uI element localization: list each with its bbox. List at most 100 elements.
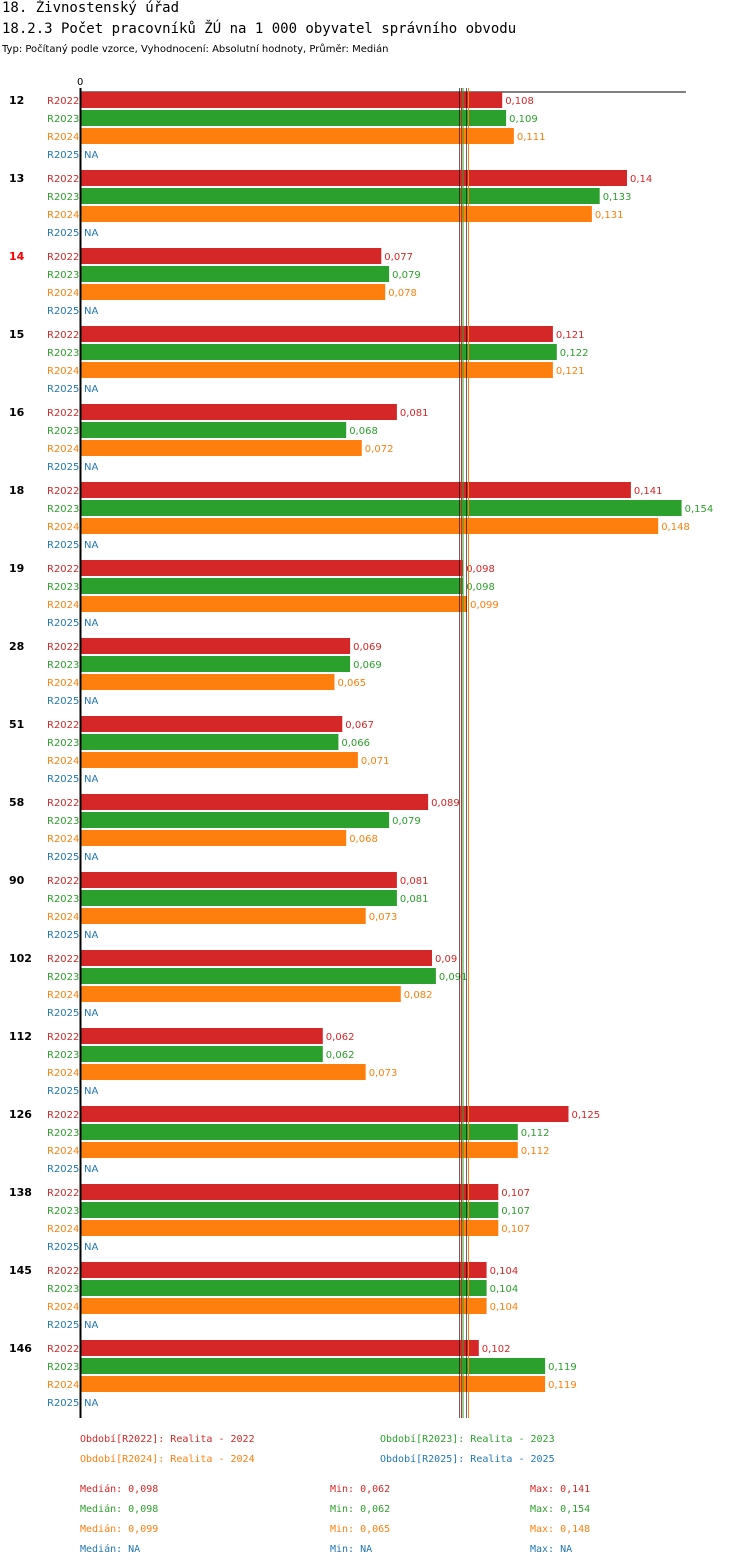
- value-label-90-r2023: 0,081: [400, 894, 429, 905]
- value-label-112-r2025: NA: [84, 1086, 98, 1097]
- value-label-15-r2024: 0,121: [556, 366, 585, 377]
- bar-138-r2022: [81, 1184, 499, 1200]
- legend-r2024: Období[R2024]: Realita - 2024: [80, 1454, 255, 1465]
- series-label-r2023: R2023: [47, 972, 79, 983]
- value-label-16-r2022: 0,081: [400, 408, 429, 419]
- bar-90-r2022: [81, 872, 397, 888]
- value-label-14-r2024: 0,078: [388, 288, 417, 299]
- value-label-145-r2024: 0,104: [490, 1302, 519, 1313]
- series-label-r2023: R2023: [47, 1362, 79, 1373]
- category-label-12: 12: [9, 94, 24, 107]
- category-label-126: 126: [9, 1108, 32, 1121]
- bar-90-r2023: [81, 890, 397, 906]
- bar-112-r2023: [81, 1046, 323, 1062]
- bar-145-r2024: [81, 1298, 487, 1314]
- series-label-r2024: R2024: [47, 1302, 79, 1313]
- series-label-r2023: R2023: [47, 816, 79, 827]
- value-label-146-r2022: 0,102: [482, 1344, 511, 1355]
- value-label-58-r2024: 0,068: [349, 834, 378, 845]
- bar-28-r2022: [81, 638, 351, 654]
- bar-126-r2022: [81, 1106, 569, 1122]
- series-label-r2023: R2023: [47, 582, 79, 593]
- series-label-r2024: R2024: [47, 1146, 79, 1157]
- series-label-r2024: R2024: [47, 912, 79, 923]
- series-label-r2025: R2025: [47, 150, 79, 161]
- bar-18-r2022: [81, 482, 631, 498]
- chart-title: 18.2.3 Počet pracovníků ŽÚ na 1 000 obyv…: [2, 21, 517, 37]
- value-label-138-r2022: 0,107: [501, 1188, 530, 1199]
- bar-14-r2024: [81, 284, 386, 300]
- value-label-126-r2023: 0,112: [521, 1128, 550, 1139]
- series-label-r2024: R2024: [47, 990, 79, 1001]
- bar-12-r2024: [81, 128, 514, 144]
- series-label-r2025: R2025: [47, 384, 79, 395]
- value-label-138-r2025: NA: [84, 1242, 98, 1253]
- value-label-51-r2025: NA: [84, 774, 98, 785]
- series-label-r2022: R2022: [47, 96, 79, 107]
- bar-12-r2022: [81, 92, 503, 108]
- series-label-r2024: R2024: [47, 288, 79, 299]
- value-label-90-r2025: NA: [84, 930, 98, 941]
- series-label-r2024: R2024: [47, 1068, 79, 1079]
- value-label-51-r2023: 0,066: [341, 738, 370, 749]
- value-label-12-r2024: 0,111: [517, 132, 546, 143]
- value-label-13-r2024: 0,131: [595, 210, 624, 221]
- bar-51-r2022: [81, 716, 343, 732]
- value-label-14-r2025: NA: [84, 306, 98, 317]
- value-label-16-r2023: 0,068: [349, 426, 378, 437]
- category-label-58: 58: [9, 796, 24, 809]
- bar-112-r2024: [81, 1064, 366, 1080]
- value-label-146-r2023: 0,119: [548, 1362, 577, 1373]
- series-label-r2022: R2022: [47, 1032, 79, 1043]
- bar-15-r2023: [81, 344, 557, 360]
- series-label-r2022: R2022: [47, 1110, 79, 1121]
- series-label-r2025: R2025: [47, 774, 79, 785]
- category-label-112: 112: [9, 1030, 32, 1043]
- series-label-r2022: R2022: [47, 1266, 79, 1277]
- bar-16-r2022: [81, 404, 397, 420]
- stat-min-r2023: Min: 0,062: [330, 1504, 391, 1515]
- series-label-r2022: R2022: [47, 174, 79, 185]
- category-label-19: 19: [9, 562, 24, 575]
- value-label-126-r2022: 0,125: [572, 1110, 601, 1121]
- series-label-r2023: R2023: [47, 738, 79, 749]
- value-label-112-r2022: 0,062: [326, 1032, 355, 1043]
- bar-19-r2023: [81, 578, 464, 594]
- series-label-r2025: R2025: [47, 930, 79, 941]
- series-label-r2023: R2023: [47, 1206, 79, 1217]
- bar-138-r2024: [81, 1220, 499, 1236]
- bar-90-r2024: [81, 908, 366, 924]
- value-label-112-r2023: 0,062: [326, 1050, 355, 1061]
- value-label-58-r2022: 0,089: [431, 798, 460, 809]
- bar-112-r2022: [81, 1028, 323, 1044]
- series-label-r2022: R2022: [47, 252, 79, 263]
- stat-min-r2022: Min: 0,062: [330, 1484, 391, 1495]
- value-label-102-r2024: 0,082: [404, 990, 433, 1001]
- stat-median-r2024: Medián: 0,099: [80, 1524, 159, 1535]
- value-label-12-r2025: NA: [84, 150, 98, 161]
- value-label-146-r2025: NA: [84, 1398, 98, 1409]
- series-label-r2024: R2024: [47, 600, 79, 611]
- series-label-r2022: R2022: [47, 408, 79, 419]
- category-label-18: 18: [9, 484, 24, 497]
- category-label-16: 16: [9, 406, 25, 419]
- series-label-r2023: R2023: [47, 426, 79, 437]
- series-label-r2023: R2023: [47, 192, 79, 203]
- category-label-15: 15: [9, 328, 24, 341]
- value-label-15-r2023: 0,122: [560, 348, 589, 359]
- category-label-90: 90: [9, 874, 25, 887]
- value-label-28-r2022: 0,069: [353, 642, 382, 653]
- bar-19-r2024: [81, 596, 468, 612]
- bar-12-r2023: [81, 110, 507, 126]
- series-label-r2024: R2024: [47, 522, 79, 533]
- series-label-r2024: R2024: [47, 210, 79, 221]
- axis-zero-label: 0: [77, 77, 83, 88]
- value-label-126-r2025: NA: [84, 1164, 98, 1175]
- bar-15-r2022: [81, 326, 553, 342]
- bar-51-r2024: [81, 752, 358, 768]
- value-label-19-r2025: NA: [84, 618, 98, 629]
- bar-14-r2022: [81, 248, 382, 264]
- value-label-19-r2024: 0,099: [470, 600, 499, 611]
- series-label-r2023: R2023: [47, 1050, 79, 1061]
- value-label-18-r2024: 0,148: [661, 522, 690, 533]
